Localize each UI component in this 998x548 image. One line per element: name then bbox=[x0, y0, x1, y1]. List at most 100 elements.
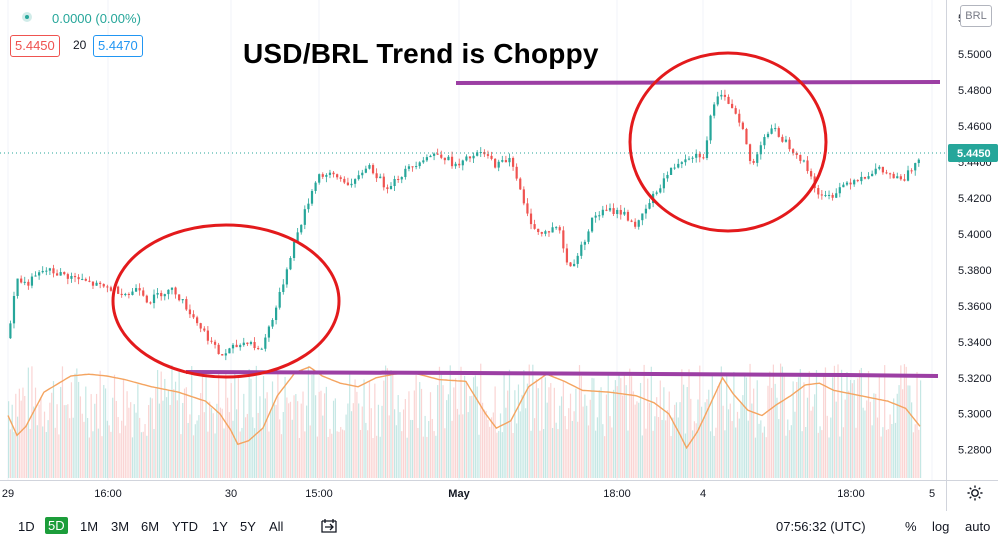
volume-bar bbox=[377, 404, 380, 478]
volume-bar bbox=[126, 391, 128, 478]
candle-body bbox=[824, 195, 827, 197]
candle-body bbox=[727, 96, 730, 104]
candle-body bbox=[831, 194, 834, 198]
candle-body bbox=[224, 353, 227, 356]
timeframe-6m[interactable]: 6M bbox=[141, 519, 160, 534]
volume-bar bbox=[451, 420, 453, 478]
volume-bar bbox=[306, 405, 308, 478]
candle-body bbox=[66, 274, 69, 279]
candle-body bbox=[573, 263, 576, 267]
volume-bar bbox=[291, 419, 293, 478]
volume-bar bbox=[878, 374, 880, 478]
volume-bar bbox=[587, 425, 590, 478]
volume-bar bbox=[611, 427, 613, 478]
volume-bar bbox=[160, 371, 162, 478]
volume-bar bbox=[81, 413, 83, 478]
candle-body bbox=[34, 275, 37, 277]
timeframe-1d[interactable]: 1D bbox=[18, 519, 35, 534]
candle-body bbox=[476, 152, 479, 156]
timeframe-ytd[interactable]: YTD bbox=[172, 519, 198, 534]
candle-body bbox=[364, 168, 367, 173]
volume-bar bbox=[379, 436, 381, 478]
volume-bar bbox=[582, 406, 584, 478]
currency-button[interactable]: BRL bbox=[960, 5, 992, 27]
volume-bar bbox=[148, 405, 150, 478]
volume-bar bbox=[891, 424, 893, 478]
auto-toggle[interactable]: auto bbox=[965, 519, 991, 534]
volume-bar bbox=[386, 368, 389, 478]
volume-bar bbox=[598, 390, 600, 478]
candle-body bbox=[188, 309, 192, 315]
volume-bar bbox=[659, 380, 661, 478]
candle-body bbox=[662, 178, 665, 189]
candle-body bbox=[199, 323, 202, 329]
volume-bar bbox=[894, 422, 897, 478]
candle-body bbox=[723, 94, 727, 97]
log-toggle[interactable]: log bbox=[932, 519, 950, 534]
candle-body bbox=[407, 166, 411, 169]
volume-bar bbox=[313, 374, 315, 478]
date-range-icon[interactable] bbox=[320, 517, 338, 535]
volume-bar bbox=[65, 405, 67, 478]
volume-bar bbox=[255, 365, 257, 478]
volume-bar bbox=[86, 417, 89, 478]
candle-body bbox=[501, 160, 504, 162]
timeframe-5y[interactable]: 5Y bbox=[240, 519, 256, 534]
volume-bar bbox=[706, 399, 708, 478]
volume-bar bbox=[22, 387, 24, 478]
volume-bar bbox=[525, 408, 527, 478]
timeframe-1y[interactable]: 1Y bbox=[212, 519, 228, 534]
timeframe-3m[interactable]: 3M bbox=[111, 519, 130, 534]
candle-body bbox=[587, 231, 590, 242]
volume-bar bbox=[180, 434, 182, 478]
volume-bar bbox=[605, 394, 608, 478]
volume-bar bbox=[133, 404, 135, 478]
timeframe-5d[interactable]: 5D bbox=[45, 517, 68, 534]
volume-bar bbox=[481, 402, 484, 478]
percent-toggle[interactable]: % bbox=[905, 519, 917, 534]
volume-bar bbox=[385, 365, 387, 478]
timeframe-1m[interactable]: 1M bbox=[80, 519, 99, 534]
volume-bar bbox=[727, 409, 730, 478]
volume-bar bbox=[455, 378, 457, 478]
volume-bar bbox=[498, 430, 500, 478]
spread-value: 20 bbox=[73, 38, 87, 52]
candle-body bbox=[555, 227, 558, 229]
volume-bar bbox=[709, 431, 712, 478]
volume-bar bbox=[112, 397, 114, 478]
volume-bar bbox=[142, 431, 144, 478]
timeframe-all[interactable]: All bbox=[269, 519, 284, 534]
volume-bar bbox=[647, 378, 649, 478]
volume-bar bbox=[144, 424, 146, 478]
candle-body bbox=[400, 177, 403, 180]
volume-bar bbox=[595, 430, 597, 478]
bid-price-button[interactable]: 5.4450 bbox=[10, 35, 60, 57]
volume-bar bbox=[699, 365, 701, 478]
candle-body bbox=[914, 163, 917, 171]
volume-bar bbox=[259, 396, 261, 478]
bottom-toolbar: 1D 5D 1M 3M 6M YTD 1Y 5Y All 07:56:32 (U… bbox=[0, 511, 998, 543]
candle-body bbox=[404, 168, 407, 178]
settings-gear-icon[interactable] bbox=[966, 484, 984, 502]
price-tick-label: 5.3200 bbox=[958, 373, 992, 385]
candle-body bbox=[551, 227, 554, 233]
volume-bar bbox=[559, 405, 561, 478]
volume-bar bbox=[78, 381, 80, 478]
volume-bar bbox=[700, 406, 703, 478]
candle-body bbox=[282, 284, 285, 292]
volume-bar bbox=[325, 386, 327, 478]
candle-body bbox=[386, 187, 389, 190]
ask-price-button[interactable]: 5.4470 bbox=[93, 35, 143, 57]
volume-bar bbox=[823, 376, 825, 478]
candle-body bbox=[300, 224, 303, 233]
volume-bar bbox=[893, 398, 895, 478]
volume-bar bbox=[388, 415, 390, 478]
candle-body bbox=[637, 220, 640, 227]
candle-body bbox=[81, 278, 84, 280]
volume-bar bbox=[636, 401, 638, 478]
candle-body bbox=[784, 139, 788, 142]
volume-bar bbox=[288, 403, 290, 478]
volume-bar bbox=[914, 424, 916, 478]
